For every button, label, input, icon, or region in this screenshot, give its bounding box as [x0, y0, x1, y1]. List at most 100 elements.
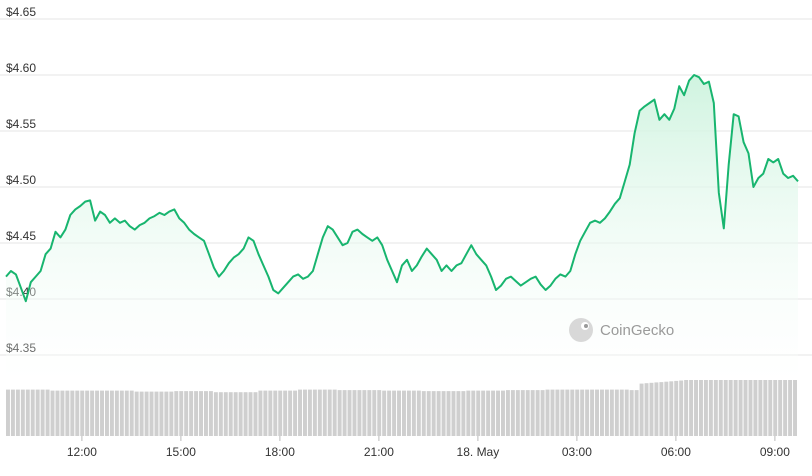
coingecko-watermark: CoinGecko	[569, 318, 674, 342]
volume-bar	[501, 390, 505, 436]
volume-bar	[40, 389, 45, 436]
volume-bar	[80, 390, 85, 436]
volume-bar	[451, 391, 456, 436]
volume-bar	[90, 390, 95, 436]
x-tick-label: 21:00	[364, 445, 394, 459]
volume-bar	[763, 380, 768, 436]
volume-bar	[65, 390, 70, 436]
volume-bar	[748, 380, 753, 436]
volume-bar	[545, 389, 550, 436]
volume-bar	[273, 390, 278, 436]
volume-bar	[723, 380, 728, 436]
volume-bar	[649, 382, 654, 436]
volume-bar	[694, 380, 698, 436]
volume-bar	[253, 392, 258, 436]
price-area	[6, 75, 798, 384]
price-line	[5, 74, 799, 303]
volume-bar	[659, 382, 664, 436]
volume-bar	[50, 390, 55, 436]
volume-bar	[144, 391, 149, 436]
volume-bar	[382, 390, 387, 436]
volume-bar	[768, 380, 773, 436]
volume-bar	[392, 390, 397, 436]
volume-bar	[342, 390, 347, 436]
volume-bar	[352, 390, 357, 436]
x-tick-label: 12:00	[67, 445, 97, 459]
volume-bar	[421, 391, 426, 436]
x-tick-label: 06:00	[661, 445, 691, 459]
volume-bar	[332, 389, 337, 436]
volume-bar	[100, 390, 104, 436]
volume-bar	[471, 390, 476, 436]
volume-bar	[238, 392, 243, 436]
volume-bar	[149, 391, 154, 436]
volume-bar	[248, 392, 253, 436]
volume-bar	[595, 389, 599, 436]
volume-bar	[496, 390, 500, 436]
volume-bar	[609, 389, 614, 436]
volume-bar	[303, 389, 307, 436]
coingecko-logo-pupil	[584, 324, 588, 328]
volume-bar	[669, 381, 674, 436]
volume-bar	[25, 389, 30, 436]
price-area-fill	[6, 75, 798, 384]
volume-bar	[233, 392, 238, 436]
volume-bar	[639, 383, 644, 436]
volume-bar	[505, 390, 510, 436]
volume-bar	[60, 390, 65, 436]
x-tick-label: 18:00	[265, 445, 295, 459]
volume-bar	[456, 391, 461, 436]
volume-bar	[600, 389, 604, 436]
volume-bar	[312, 389, 317, 436]
volume-bar	[431, 391, 436, 436]
y-tick-label: $4.50	[6, 173, 36, 187]
volume-bar	[570, 389, 575, 436]
volume-bar	[268, 390, 273, 436]
volume-bar	[664, 381, 669, 436]
volume-bar	[733, 380, 738, 436]
volume-bar	[703, 380, 708, 436]
volume-bar	[619, 389, 624, 436]
volume-bar	[70, 390, 75, 436]
volume-bar	[585, 389, 590, 436]
volume-bar	[337, 390, 342, 436]
volume-bar	[20, 389, 25, 436]
volume-bar	[6, 389, 10, 436]
volume-bar	[590, 389, 595, 436]
volume-bar	[689, 380, 694, 436]
volume-bar	[411, 390, 416, 436]
volume-bar	[208, 391, 213, 436]
volume-bar	[758, 380, 763, 436]
volume-bar	[194, 391, 199, 436]
volume-bar	[679, 380, 684, 436]
volume-bar	[75, 390, 80, 436]
volume-bar	[105, 390, 109, 436]
volume-bar	[189, 391, 194, 436]
x-axis-labels: 12:00 15:00 18:00 21:00 18. May 03:00 06:00 09:…	[67, 436, 790, 459]
volume-bar	[199, 391, 203, 436]
volume-bar	[426, 391, 431, 436]
volume-bar	[550, 389, 555, 436]
volume-bar	[580, 389, 585, 436]
volume-bar	[164, 391, 169, 436]
volume-bar	[684, 380, 689, 436]
volume-bar	[788, 380, 793, 436]
volume-bar	[530, 390, 535, 436]
volume-bar	[174, 391, 179, 436]
volume-bar	[481, 390, 486, 436]
volume-bar	[713, 380, 718, 436]
volume-bar	[436, 391, 441, 436]
volume-bar	[367, 390, 372, 436]
volume-bars	[6, 380, 797, 436]
volume-bar	[446, 391, 451, 436]
x-tick-label: 18. May	[457, 445, 500, 459]
volume-bar	[491, 390, 496, 436]
volume-bar	[10, 389, 15, 436]
volume-bar	[293, 390, 298, 436]
volume-bar	[743, 380, 748, 436]
volume-bar	[728, 380, 733, 436]
volume-bar	[624, 389, 629, 436]
volume-bar	[154, 391, 159, 436]
volume-bar	[486, 390, 491, 436]
volume-bar	[674, 380, 679, 436]
